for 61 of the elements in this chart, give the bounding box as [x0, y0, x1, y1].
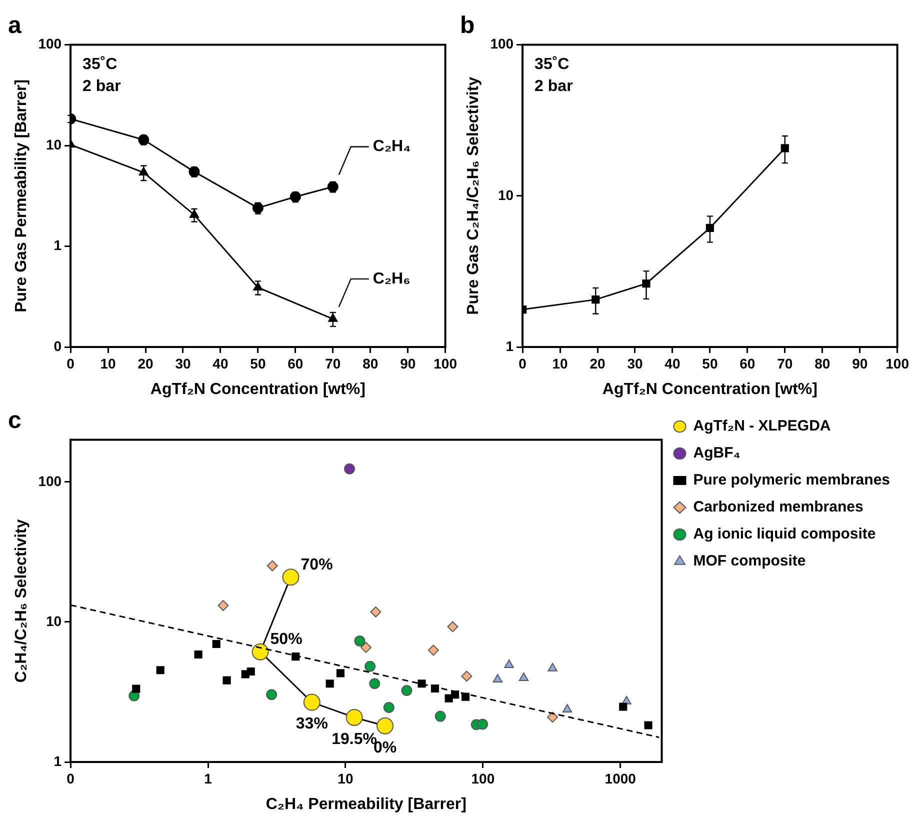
x-tick-label: 40	[212, 355, 228, 372]
y-axis-title: Pure Gas C₂H₄/C₂H₆ Selectivity	[465, 76, 482, 315]
legend-label: MOF composite	[693, 552, 806, 570]
x-tick-label: 10	[100, 355, 116, 372]
y-tick-label: 100	[490, 36, 514, 52]
annotation: 33%	[296, 716, 328, 733]
x-tick-label: 0	[518, 355, 527, 372]
x-tick-label: 100	[434, 355, 458, 372]
chart-title: a	[8, 12, 22, 40]
x-tick-label: 60	[740, 355, 756, 372]
x-axis-title: AgTf₂N Concentration [wt%]	[150, 380, 366, 398]
x-tick-label: 90	[852, 355, 868, 372]
legend-label: AgBF₄	[693, 444, 740, 462]
y-tick-label: 1	[54, 237, 62, 254]
x-tick-label: 80	[362, 355, 378, 372]
text: C₂H₄	[372, 138, 411, 156]
annotation: 35˚C	[82, 56, 118, 74]
x-tick-label: 70	[325, 355, 341, 372]
legend-label: Carbonized membranes	[693, 498, 864, 516]
x-tick-label: 80	[814, 355, 830, 372]
x-tick-label: 50	[702, 355, 718, 372]
x-tick-label: 30	[175, 355, 191, 372]
annotation: 70%	[300, 556, 333, 574]
x-tick-label: 10	[552, 355, 568, 372]
legend-label: Pure polymeric membranes	[693, 472, 890, 489]
y-tick-label: 10	[46, 612, 62, 629]
annotation: 2 bar	[534, 78, 573, 96]
x-tick-label: 20	[138, 355, 154, 372]
x-tick-label: 50	[250, 355, 266, 372]
x-tick-label: 40	[664, 355, 680, 372]
x-tick-label: 20	[590, 355, 606, 372]
x-tick-label: 60	[288, 355, 304, 372]
x-axis-title: C₂H₄ Permeability [Barrer]	[266, 796, 466, 813]
y-tick-label: 1	[54, 752, 62, 769]
x-tick-label: 90	[400, 355, 416, 372]
x-tick-label: 0	[66, 355, 75, 372]
x-tick-label: 1	[204, 770, 212, 786]
x-tick-label: 100	[886, 355, 910, 372]
x-tick-label: 100	[471, 770, 495, 786]
x-axis-title: AgTf₂N Concentration [wt%]	[602, 380, 818, 398]
chart-title: b	[460, 12, 475, 40]
y-tick-label: 1	[506, 338, 514, 354]
y-axis-title: Pure Gas Permeability [Barrer]	[13, 79, 30, 312]
x-tick-label: 30	[627, 355, 643, 372]
y-axis-title: C₂H₄/C₂H₆ Selectivity	[13, 519, 30, 683]
annotation: 50%	[270, 631, 302, 648]
annotation: 2 bar	[82, 78, 121, 96]
y-tick-label: 10	[498, 186, 514, 203]
y-tick-label: 10	[46, 136, 62, 152]
x-tick-label: 70	[777, 355, 793, 372]
x-tick-label: 10	[338, 770, 354, 786]
chart-title: c	[8, 407, 22, 434]
annotation: 35˚C	[534, 56, 570, 74]
x-tick-label: 0	[66, 770, 75, 786]
legend-label: AgTf₂N - XLPEGDA	[693, 418, 831, 435]
legend-label: Ag ionic liquid composite	[693, 526, 876, 543]
x-tick-label: 1000	[604, 770, 636, 786]
y-tick-label: 0	[54, 338, 62, 354]
text: C₂H₆	[372, 270, 410, 288]
y-tick-label: 100	[38, 36, 62, 52]
y-tick-label: 100	[38, 472, 62, 489]
